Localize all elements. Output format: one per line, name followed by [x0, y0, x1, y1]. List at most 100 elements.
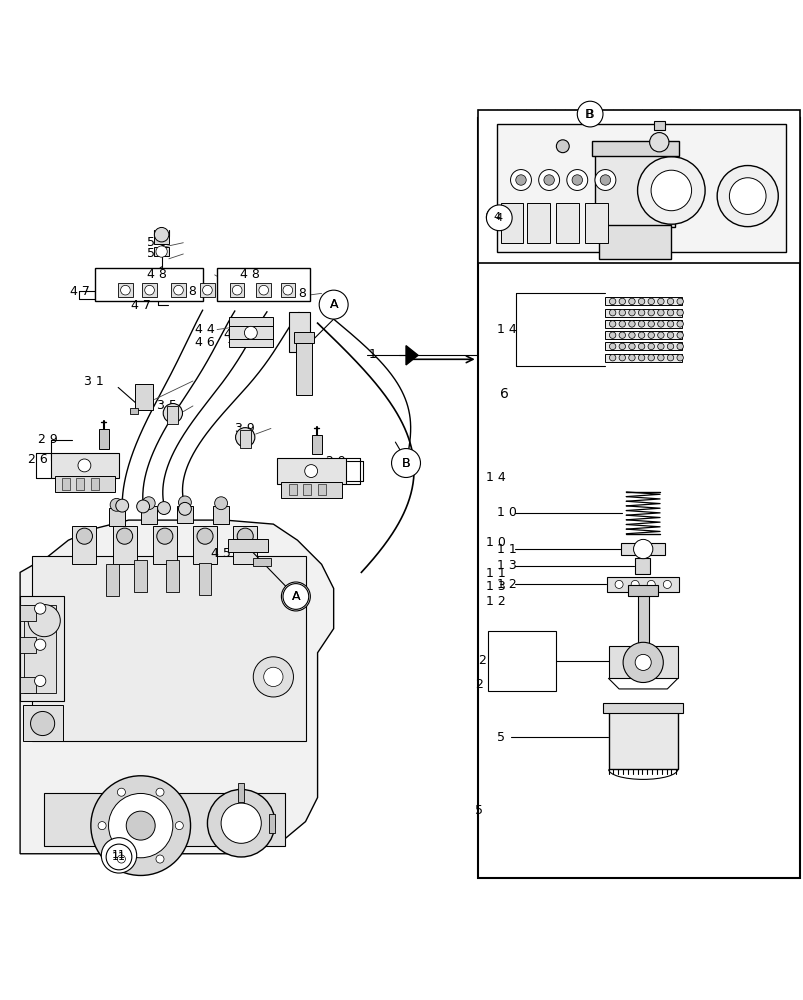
Circle shape [110, 498, 123, 511]
Text: 2 6: 2 6 [28, 453, 48, 466]
Bar [556, 203, 578, 243]
Text: A: A [291, 590, 300, 603]
Bar [604, 320, 681, 328]
Bar [44, 793, 285, 846]
Text: 2 6: 2 6 [316, 474, 336, 487]
Circle shape [516, 175, 526, 185]
Circle shape [647, 343, 654, 350]
Circle shape [197, 528, 213, 544]
Circle shape [657, 332, 663, 338]
Circle shape [657, 309, 663, 316]
Circle shape [646, 580, 654, 588]
Text: 1: 1 [368, 348, 376, 361]
Bar [585, 203, 607, 243]
Circle shape [320, 292, 346, 317]
Text: A: A [291, 590, 300, 603]
Circle shape [91, 776, 190, 875]
Text: 3 9: 3 9 [234, 422, 255, 435]
Bar [217, 268, 309, 301]
Text: 2: 2 [478, 654, 486, 667]
Text: 4: 4 [493, 212, 499, 222]
Circle shape [618, 298, 625, 305]
Circle shape [609, 354, 615, 361]
Circle shape [628, 332, 634, 338]
Circle shape [650, 170, 691, 211]
Text: -1: -1 [138, 850, 150, 863]
Bar [289, 312, 309, 352]
Circle shape [237, 528, 253, 544]
Bar [239, 430, 251, 448]
Bar [478, 110, 799, 263]
Circle shape [614, 580, 622, 588]
Circle shape [259, 285, 268, 295]
Circle shape [666, 332, 673, 338]
Circle shape [662, 580, 671, 588]
Bar [608, 646, 677, 678]
Bar [238, 783, 244, 802]
Bar [20, 605, 36, 621]
Bar [72, 526, 96, 564]
Circle shape [628, 298, 634, 305]
Circle shape [599, 175, 610, 185]
Circle shape [628, 321, 634, 327]
Circle shape [283, 584, 308, 609]
Circle shape [676, 332, 683, 338]
Circle shape [618, 321, 625, 327]
Bar [627, 585, 658, 596]
Bar [154, 236, 169, 244]
Circle shape [649, 133, 668, 152]
Bar [55, 476, 115, 492]
Bar [20, 596, 64, 701]
Text: 1 4: 1 4 [496, 323, 516, 336]
Bar [280, 283, 295, 297]
Circle shape [510, 170, 531, 190]
Bar [288, 484, 296, 495]
Circle shape [594, 170, 615, 190]
Bar [500, 203, 523, 243]
Bar [478, 118, 799, 878]
Circle shape [281, 582, 310, 611]
Circle shape [178, 496, 191, 509]
Text: 4 8: 4 8 [177, 285, 197, 298]
Circle shape [173, 285, 183, 295]
Circle shape [618, 332, 625, 338]
Circle shape [633, 539, 652, 559]
Bar [277, 458, 345, 484]
Circle shape [117, 788, 125, 796]
Circle shape [156, 246, 167, 257]
Circle shape [207, 789, 275, 857]
Bar [51, 453, 119, 478]
Text: 2 9: 2 9 [325, 455, 345, 468]
Circle shape [577, 104, 600, 126]
Bar [604, 331, 681, 339]
Text: 5 1: 5 1 [147, 247, 167, 260]
Bar [154, 247, 169, 256]
Bar [634, 558, 649, 574]
Bar [598, 225, 671, 259]
Text: A: A [329, 298, 337, 311]
Bar [141, 506, 157, 524]
Circle shape [391, 449, 420, 477]
Text: 1 4: 1 4 [485, 471, 505, 484]
Circle shape [253, 657, 293, 697]
Bar [108, 508, 124, 526]
Circle shape [157, 528, 173, 544]
Bar [591, 141, 678, 156]
Text: 1 0: 1 0 [496, 506, 516, 519]
Circle shape [35, 675, 46, 687]
Bar [604, 354, 681, 362]
Text: 1 2: 1 2 [485, 595, 505, 608]
Circle shape [638, 332, 644, 338]
Circle shape [657, 354, 663, 361]
Text: 1 1: 1 1 [485, 567, 505, 580]
Text: 4 7: 4 7 [131, 299, 151, 312]
Circle shape [235, 428, 255, 447]
Polygon shape [20, 520, 333, 854]
Text: 5: 5 [475, 804, 483, 817]
Bar [198, 563, 211, 595]
Circle shape [98, 822, 106, 830]
Circle shape [304, 465, 317, 477]
Bar [118, 283, 132, 297]
Text: 3 5: 3 5 [157, 399, 177, 412]
Circle shape [618, 354, 625, 361]
